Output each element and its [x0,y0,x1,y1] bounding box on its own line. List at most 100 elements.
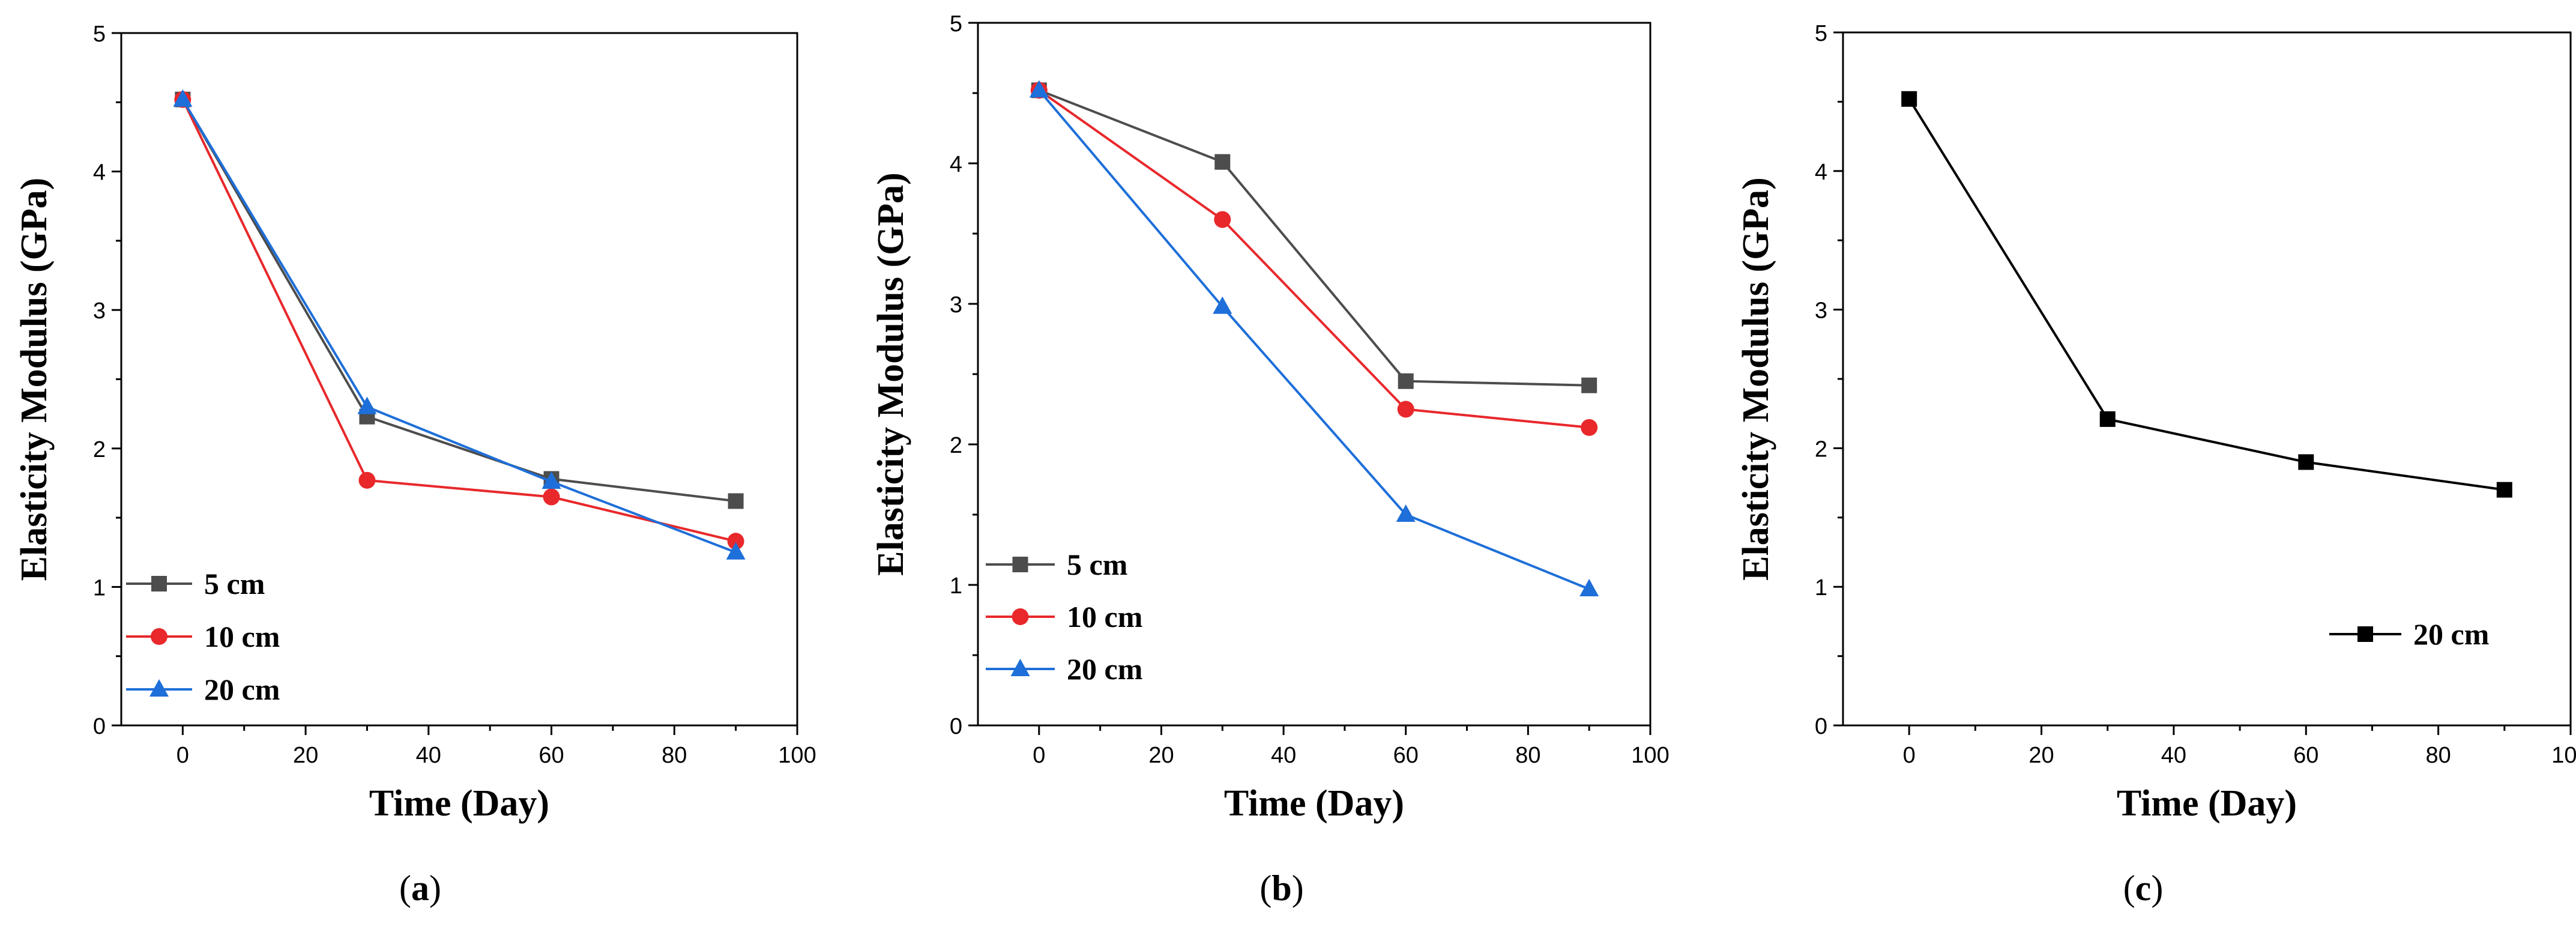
panel-a-x-tick-label: 20 [293,743,318,768]
panel-a-data-point [728,493,744,509]
panel-a-data-point [726,542,746,560]
panel-c-legend-label: 20 cm [2413,617,2489,651]
panel-c-x-tick-label: 20 [2029,743,2054,768]
chart-panel-a: 0 20 40 60 80 100 0 1 2 3 4 5 Time (Day) Elasticity M… [14,22,816,824]
panel-c-data-point [2099,411,2116,427]
panel-a-data-point [541,471,561,489]
panel-b-y-tick-label: 0 [950,714,962,739]
panel-b-data-point [1397,401,1414,418]
panel-c-x-tick-label: 80 [2425,743,2451,768]
panel-c-x-axis-title: Time (Day) [2117,783,2297,824]
panel-a-legend-label: 5 cm [204,567,265,601]
panel-a-y-tick-label: 5 [93,22,106,47]
panel-b-legend-label: 5 cm [1067,548,1127,581]
panel-b-x-tick-label: 0 [1033,743,1045,768]
chart-panel-c: 0 20 40 60 80 100 0 1 2 3 4 5 Time (Day) Elasticity M… [1736,21,2576,824]
panel-c-x-tick-label: 60 [2293,743,2318,768]
panel-b-data-point [1213,296,1232,314]
caption-b-label: b [1271,868,1292,908]
panel-b-data-point [1581,377,1597,393]
panel-a-x-tick-label: 0 [176,743,189,768]
caption-c-label: c [2135,868,2152,908]
panel-c-data-point [1901,91,1917,107]
panel-c-x-tick-label: 100 [2551,743,2576,768]
panel-a-y-tick-label: 1 [93,575,106,601]
panel-b-legend-label: 10 cm [1067,600,1142,634]
panel-a-x-tick-label: 100 [778,743,816,768]
panel-b-data-point [1214,154,1231,170]
panel-b-legend-label: 20 cm [1067,652,1142,686]
panel-a-data-point [173,89,193,107]
panel-a-y-axis-title: Elasticity Modulus (GPa) [14,178,55,581]
panel-b-x-tick-label: 60 [1393,743,1419,768]
panel-c-y-tick-label: 0 [1815,714,1827,739]
panel-b-y-tick-label: 4 [950,152,962,177]
panel-a-series-line [181,98,737,543]
panel-b-data-point [1398,373,1414,389]
panel-a-legend-marker [151,576,167,591]
panel-c-x-tick-label: 40 [2161,743,2186,768]
panel-c-y-tick-label: 3 [1815,298,1827,324]
panel-a-data-point [727,533,744,550]
panel-c-y-tick-label: 1 [1815,575,1827,601]
panel-a-legend-marker [149,679,169,697]
panel-a-series-1 [174,91,744,550]
caption-a: (a) [399,868,441,908]
panel-c-y-tick-label: 5 [1815,21,1827,46]
panel-a-series-line [181,98,736,503]
panel-b-x-axis-title: Time (Day) [1224,783,1404,824]
panel-c-y-tick-label: 4 [1815,160,1827,185]
panel-b-data-point [1029,80,1049,98]
panel-b-series-line [1039,89,1590,387]
chart-panel-b: 0 20 40 60 80 100 0 1 2 3 4 5 Time (Day) Elasticity M… [870,11,1670,824]
panel-b-y-tick-label: 1 [950,573,962,599]
panel-b-x-tick-label: 100 [1631,743,1669,768]
panel-a-y-tick-label: 0 [93,714,106,739]
panel-b-data-point [1579,579,1599,597]
panel-b-x-tick-label: 40 [1271,743,1296,768]
panel-c-data-point [2496,482,2512,498]
panel-c-y-axis-title: Elasticity Modulus (GPa) [1736,177,1776,581]
panel-a-legend-label: 10 cm [204,620,280,653]
panel-a-series-line [181,98,737,554]
panel-a-x-tick-label: 40 [416,743,441,768]
panel-a-legend: 5 cm 10 cm 20 cm [126,567,280,706]
panel-a-y-tick-label: 3 [93,298,106,324]
panel-b-series-2 [1029,80,1599,597]
panel-b-series-line [1038,89,1590,590]
panel-c-y-tick-label: 2 [1815,437,1827,462]
panel-b-data-point [1396,504,1416,522]
panel-b-y-tick-label: 5 [950,11,962,37]
panel-a-y-tick-label: 2 [93,437,106,462]
panel-a-x-tick-label: 80 [662,743,687,768]
panel-b-legend-marker [1012,557,1028,572]
caption-a-label: a [411,868,429,908]
panel-c-series-line [1908,98,2505,491]
panel-b-series-0 [1031,82,1597,393]
panel-b-legend-marker [1012,608,1029,625]
panel-a-legend-label: 20 cm [204,673,280,706]
panel-b-x-tick-label: 20 [1148,743,1174,768]
caption-b: (b) [1259,868,1304,908]
panel-c-data-point [2298,454,2314,470]
panel-b-x-tick-label: 80 [1515,743,1540,768]
panel-a-legend-marker [151,628,167,645]
panel-a-x-tick-label: 60 [538,743,564,768]
panel-b-y-tick-label: 3 [950,292,962,318]
panel-b-data-point [1214,211,1231,228]
panel-a-y-tick-label: 4 [93,160,106,186]
panel-a-x-axis-title: Time (Day) [369,783,549,824]
panel-b-series-line [1038,89,1590,429]
panel-a-data-point [357,396,377,414]
panel-b-y-tick-label: 2 [950,433,962,458]
panel-b-legend: 5 cm 10 cm 20 cm [986,548,1142,686]
panel-b-data-point [1581,419,1598,436]
panel-c-x-tick-label: 0 [1903,743,1916,768]
panel-a-series-0 [175,91,744,509]
panel-c-legend-marker [2357,626,2373,642]
panel-a-data-point [358,471,376,489]
panel-a-data-point [543,488,560,506]
panel-b-y-axis-title: Elasticity Modulus (GPa) [870,172,911,576]
panel-c-series-0 [1901,91,2512,498]
